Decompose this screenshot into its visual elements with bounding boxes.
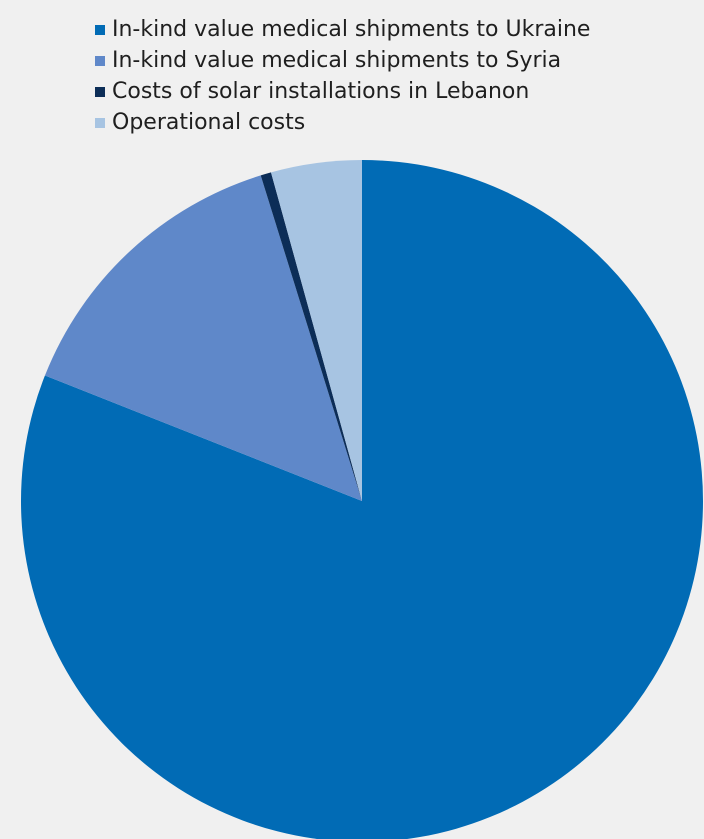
legend-label-ukraine: In-kind value medical shipments to Ukrai… xyxy=(112,17,591,42)
pie-slice-operational xyxy=(270,160,362,501)
legend-label-syria: In-kind value medical shipments to Syria xyxy=(112,48,562,73)
pie-slice-ukraine xyxy=(21,160,703,839)
legend-swatch-lebanon-solar xyxy=(95,86,105,97)
legend-swatch-syria xyxy=(95,55,105,66)
chart-legend: In-kind value medical shipments to Ukrai… xyxy=(95,14,590,138)
pie-slice-syria xyxy=(44,175,362,502)
legend-item-operational: Operational costs xyxy=(95,107,590,138)
legend-label-operational: Operational costs xyxy=(112,110,306,135)
legend-swatch-ukraine xyxy=(95,24,105,35)
legend-item-ukraine: In-kind value medical shipments to Ukrai… xyxy=(95,14,590,45)
legend-item-lebanon-solar: Costs of solar installations in Lebanon xyxy=(95,76,590,107)
legend-item-syria: In-kind value medical shipments to Syria xyxy=(95,45,590,76)
pie-slice-lebanon-solar xyxy=(260,172,362,501)
legend-label-lebanon-solar: Costs of solar installations in Lebanon xyxy=(112,79,530,104)
legend-swatch-operational xyxy=(95,117,105,128)
